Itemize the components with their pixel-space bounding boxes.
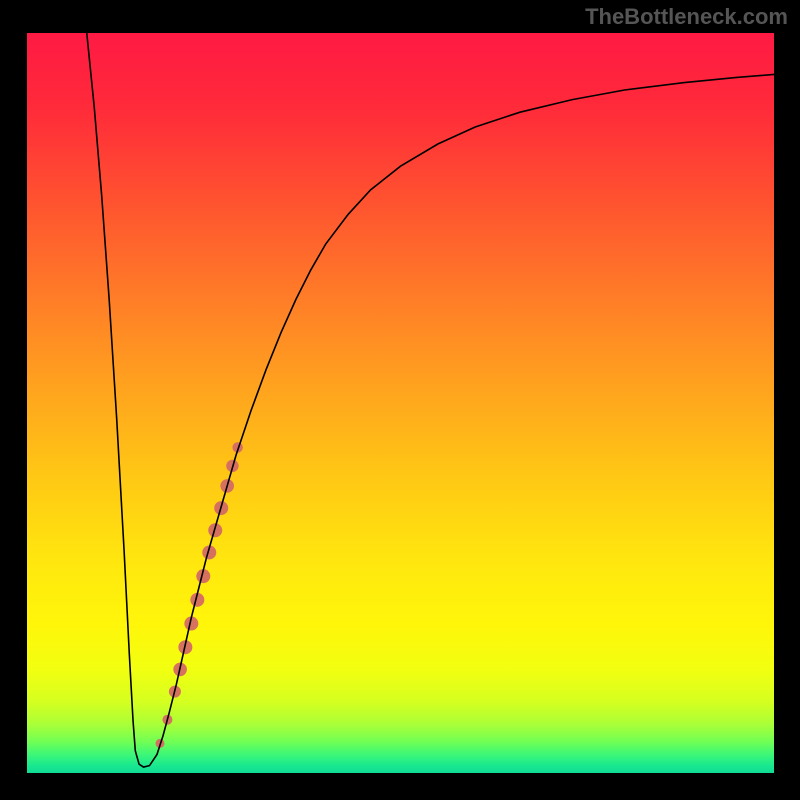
gradient-background xyxy=(27,33,774,773)
watermark-text: TheBottleneck.com xyxy=(585,4,788,30)
plot-area xyxy=(27,33,774,773)
image-root: TheBottleneck.com xyxy=(0,0,800,800)
chart-svg xyxy=(27,33,774,773)
